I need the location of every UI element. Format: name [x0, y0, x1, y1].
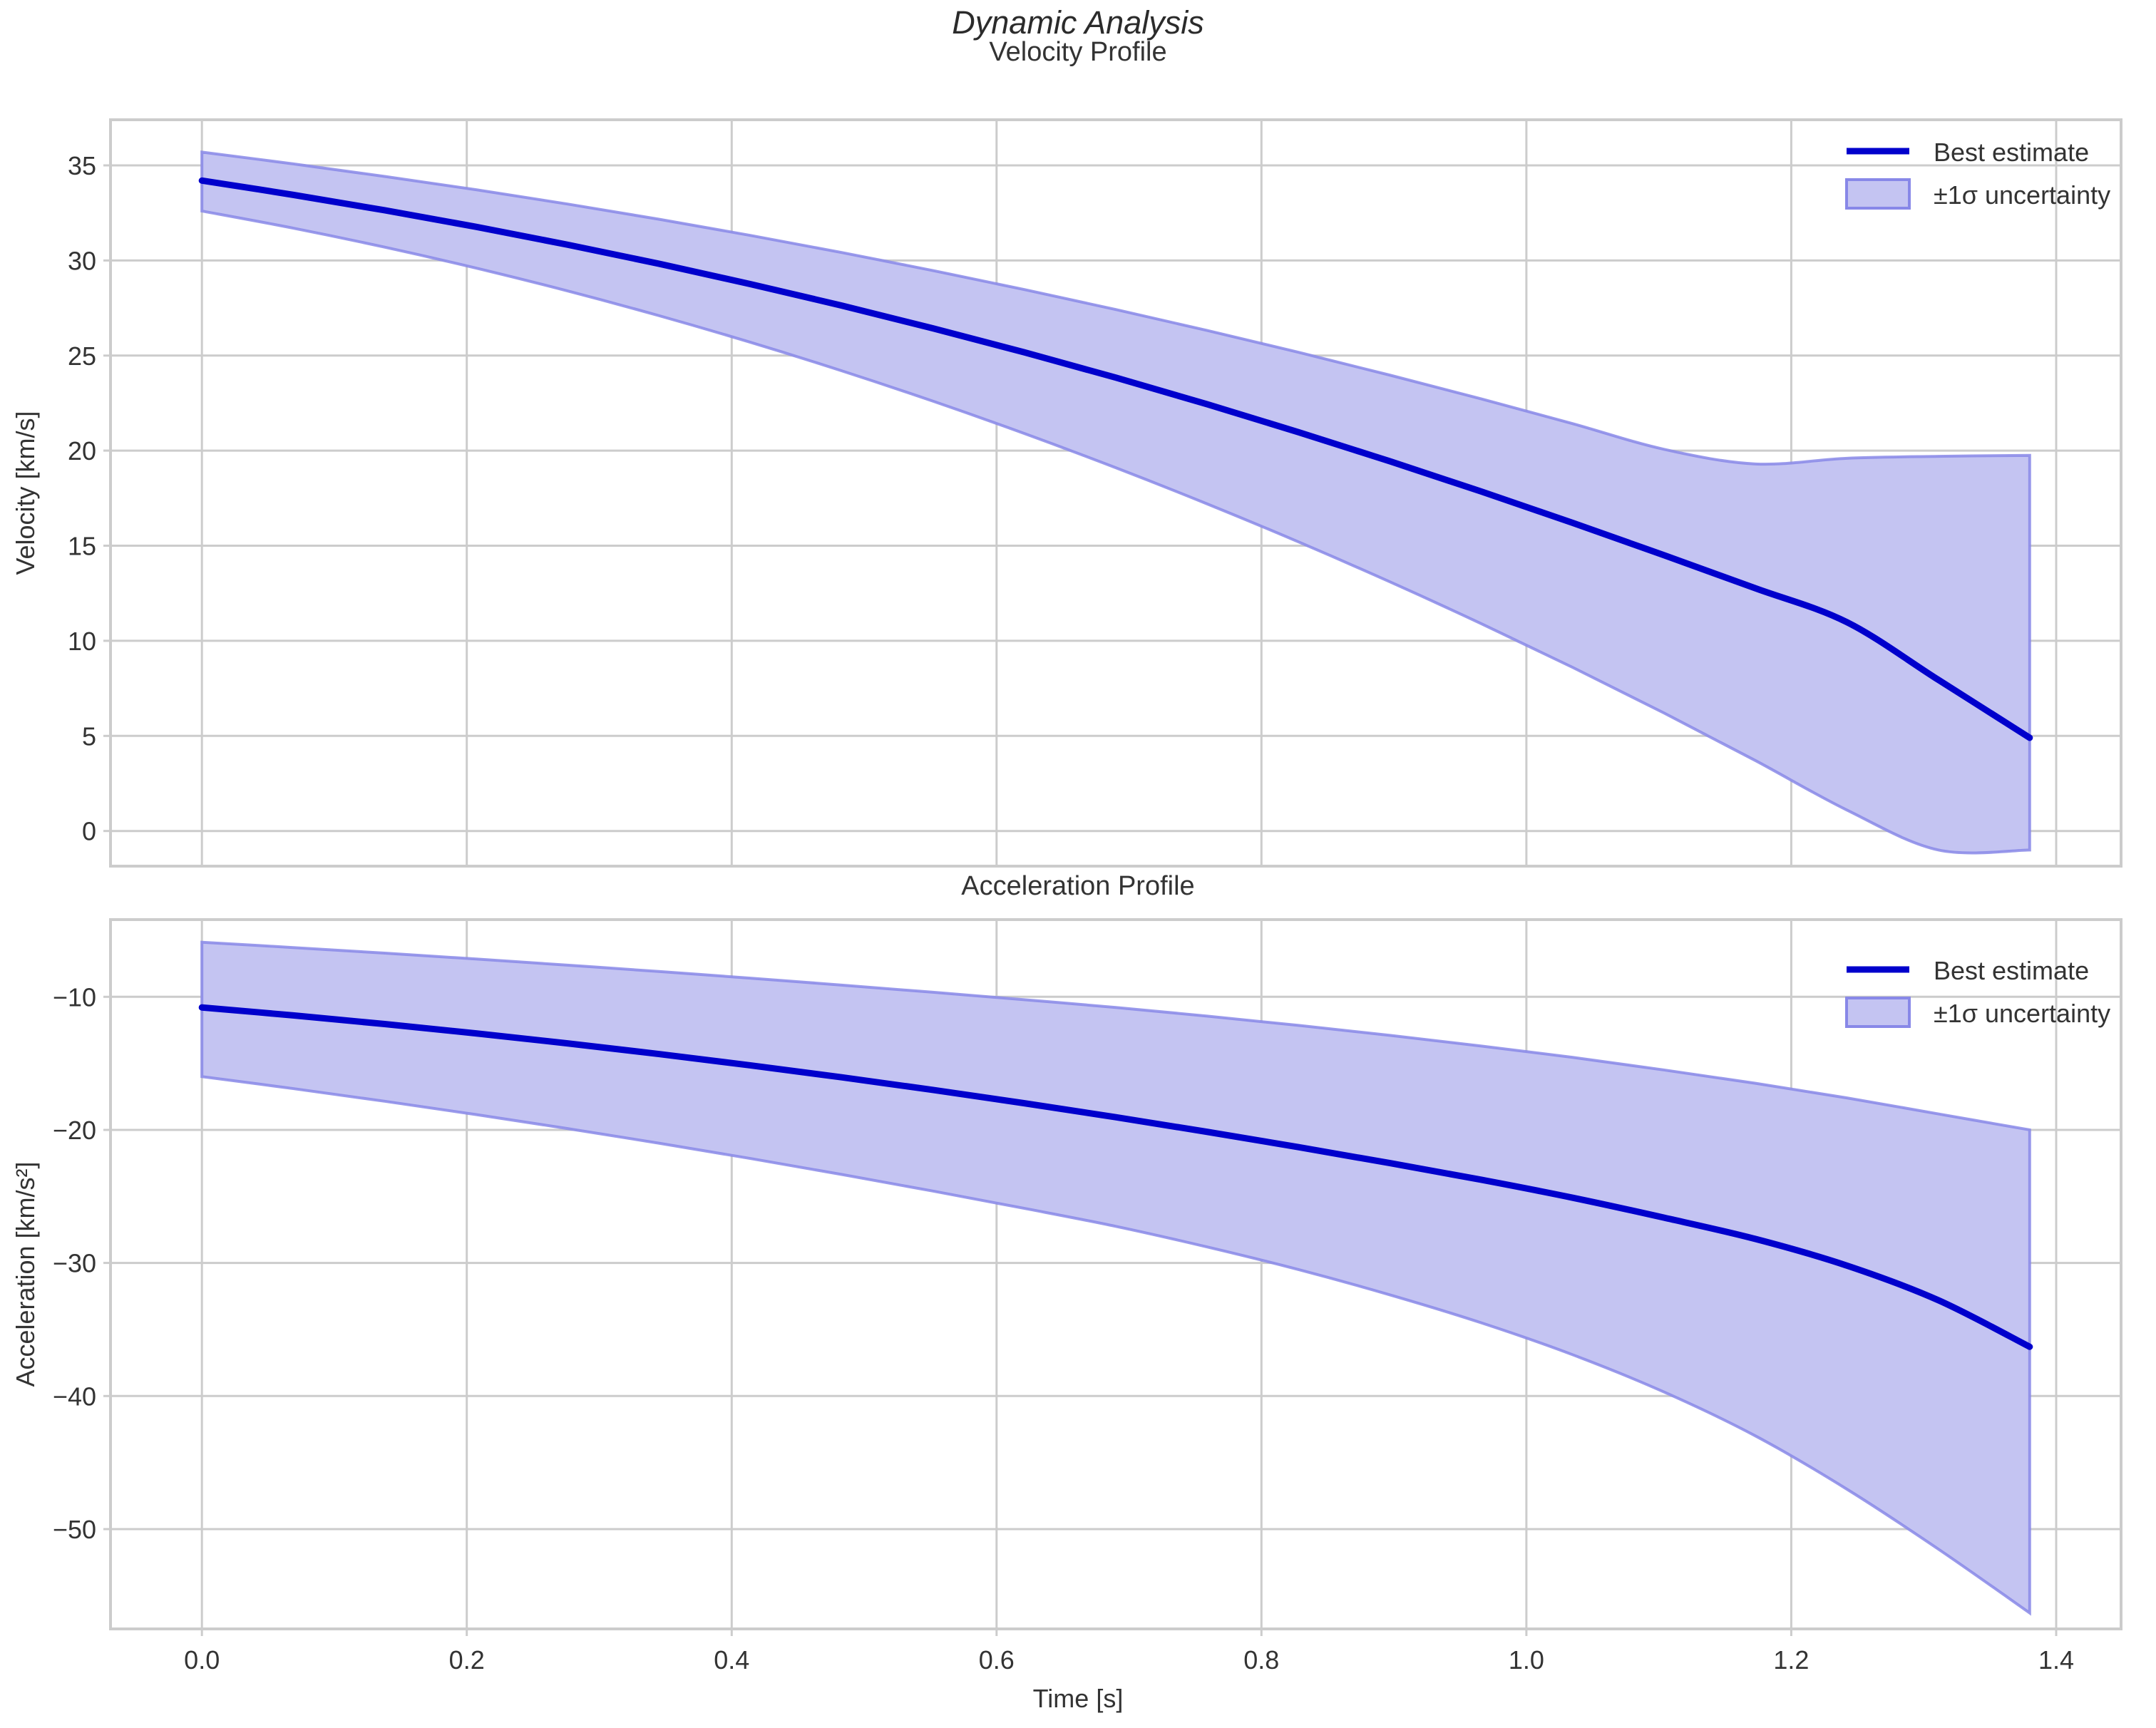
y-tick-label: −20	[53, 1116, 96, 1145]
y-tick-label: 30	[68, 246, 96, 275]
y-axis-label: Velocity [km/s]	[11, 411, 40, 575]
x-tick-label: 1.4	[2038, 1645, 2074, 1675]
best-estimate-line	[198, 1004, 2033, 1350]
legend-label-uncertainty: ±1σ uncertainty	[1934, 180, 2110, 210]
figure-suptitle: Dynamic Analysis	[952, 4, 1204, 41]
y-tick-label: −40	[53, 1382, 96, 1411]
x-tick-label: 0.4	[714, 1645, 749, 1675]
x-tick-label: 0.6	[979, 1645, 1015, 1675]
x-tick-label: 1.0	[1509, 1645, 1544, 1675]
subplot-title-velocity: Velocity Profile	[989, 37, 1167, 67]
legend-band-swatch	[1845, 997, 1911, 1028]
y-tick-label: −30	[53, 1249, 96, 1278]
x-tick-label: 0.2	[449, 1645, 485, 1675]
y-tick-label: 25	[68, 341, 96, 371]
y-tick-label: −10	[53, 982, 96, 1012]
uncertainty-band	[200, 940, 2031, 1616]
axes-frame	[109, 918, 2122, 1630]
y-tick-label: 15	[68, 532, 96, 561]
legend-band-swatch	[1845, 178, 1911, 210]
x-axis-label: Time [s]	[1032, 1684, 1124, 1713]
legend-label-best-estimate: Best estimate	[1934, 138, 2089, 167]
axes-velocity: 0 5 10 15 20 25 30 35 Velocity [km/s] Best estima…	[11, 118, 2122, 868]
y-tick-label: 20	[68, 436, 96, 466]
legend-label-best-estimate: Best estimate	[1934, 956, 2089, 985]
best-estimate-line	[198, 177, 2033, 741]
y-tick-label: 0	[82, 817, 96, 846]
y-tick-label: 10	[68, 627, 96, 656]
axes-acceleration: −10 −20 −30 −40 −50 0.0 0.2 0.4 0.6 0.8 1.0 1.2 1.4 A…	[11, 918, 2122, 1675]
y-tick-label: −50	[53, 1515, 96, 1544]
x-tick-label: 1.2	[1773, 1645, 1809, 1675]
x-tick-label: 0.0	[184, 1645, 220, 1675]
y-tick-label: 35	[68, 151, 96, 180]
axes-frame	[109, 118, 2122, 868]
x-tick-label: 0.8	[1243, 1645, 1279, 1675]
subplot-title-acceleration: Acceleration Profile	[961, 871, 1195, 901]
legend-label-uncertainty: ±1σ uncertainty	[1934, 999, 2110, 1028]
y-tick-label: 5	[82, 721, 96, 751]
uncertainty-band	[200, 150, 2031, 855]
y-axis-label: Acceleration [km/s²]	[11, 1161, 40, 1387]
